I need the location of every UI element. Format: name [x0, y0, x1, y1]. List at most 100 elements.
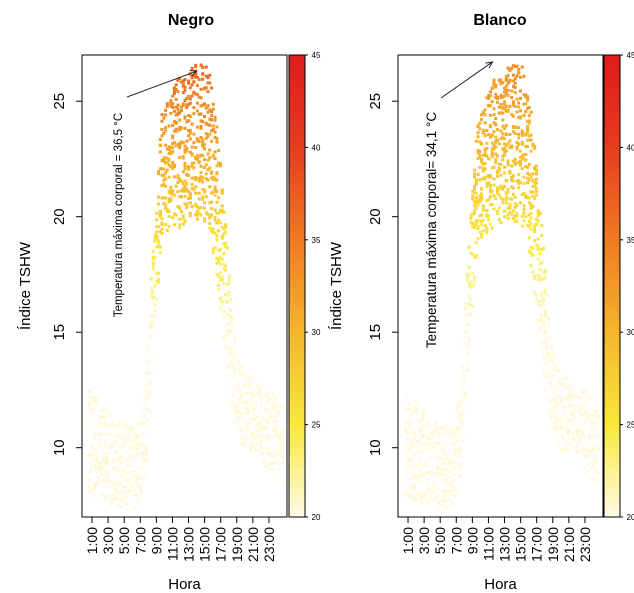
data-cell [543, 271, 547, 275]
data-cell [201, 180, 205, 184]
data-cell [195, 217, 199, 221]
data-cell [218, 297, 222, 300]
data-cell [137, 476, 141, 480]
data-cell [465, 330, 469, 334]
data-cell [577, 396, 581, 400]
data-cell [103, 421, 107, 425]
data-cell [213, 185, 217, 189]
data-cell [570, 395, 574, 399]
data-cell [533, 290, 537, 294]
data-cell [506, 216, 510, 220]
data-cell [418, 457, 422, 460]
data-cell [164, 203, 168, 207]
data-cell [534, 168, 538, 172]
data-cell [471, 189, 475, 193]
data-cell [423, 461, 427, 465]
data-cell [178, 217, 182, 221]
data-cell [425, 498, 429, 502]
data-cell [162, 202, 166, 206]
data-cell [233, 340, 237, 344]
data-cell [510, 178, 514, 182]
data-cell [157, 172, 160, 176]
data-cell [213, 187, 217, 191]
data-cell [103, 462, 107, 466]
data-cell [252, 392, 256, 396]
data-cell [210, 86, 214, 90]
data-cell [483, 113, 487, 117]
data-cell [144, 445, 148, 449]
data-cell [188, 194, 192, 198]
data-cell [428, 448, 432, 452]
data-cell [488, 174, 492, 177]
data-cell [187, 95, 191, 98]
data-cell [123, 461, 127, 465]
x-tick-label: 3:00 [416, 527, 432, 554]
data-cell [490, 152, 494, 156]
y-tick-label: 15 [367, 324, 384, 341]
data-cell [497, 79, 501, 83]
data-cell [577, 418, 581, 422]
data-cell [515, 145, 519, 149]
data-cell [88, 408, 91, 412]
data-cell [158, 167, 162, 171]
data-cell [231, 393, 235, 397]
data-cell [455, 488, 459, 492]
data-cell [596, 470, 600, 474]
data-cell [263, 460, 267, 464]
data-cell [227, 384, 231, 388]
data-cell [111, 480, 114, 484]
data-cell [194, 65, 198, 69]
data-cell [181, 217, 185, 221]
data-cell [510, 177, 514, 180]
data-cell [160, 119, 164, 123]
data-cell [554, 401, 558, 404]
data-cell [503, 90, 507, 94]
data-cell [210, 176, 214, 180]
data-cell [540, 224, 544, 228]
data-cell [409, 414, 413, 417]
data-cell [467, 283, 471, 287]
data-cell [513, 161, 517, 165]
data-cell [503, 215, 507, 219]
data-cell [220, 204, 224, 208]
data-cell [217, 229, 221, 233]
data-cell [425, 464, 429, 468]
data-cell [412, 441, 416, 445]
data-cell [234, 405, 238, 409]
data-cell [419, 459, 423, 463]
data-cell [501, 107, 505, 111]
data-cell [247, 374, 251, 378]
data-cell [554, 369, 558, 373]
data-cell [503, 100, 507, 104]
data-cell [183, 185, 187, 189]
data-cell [508, 171, 512, 175]
data-cell [165, 104, 169, 108]
data-cell [481, 204, 485, 208]
data-cell [451, 479, 455, 483]
data-cell [485, 184, 489, 188]
data-cell [494, 122, 498, 126]
data-cell [462, 369, 466, 373]
data-cell [252, 408, 256, 412]
data-cell [550, 425, 554, 429]
data-cell [183, 150, 187, 154]
data-cell [183, 167, 187, 171]
data-cell [442, 432, 446, 436]
data-cell [492, 81, 496, 85]
data-cell [494, 145, 498, 149]
data-cell [102, 456, 106, 460]
data-cell [134, 493, 137, 497]
data-cell [595, 470, 599, 473]
data-cell [187, 114, 191, 118]
data-cell [178, 77, 182, 80]
data-cell [450, 501, 453, 505]
data-cell [187, 173, 191, 177]
data-cell [416, 419, 420, 423]
y-tick-label: 25 [367, 93, 384, 110]
data-cell [215, 221, 219, 225]
data-cell [201, 154, 205, 158]
data-cell [480, 213, 484, 217]
data-cell [160, 184, 164, 187]
data-cell [499, 111, 503, 115]
